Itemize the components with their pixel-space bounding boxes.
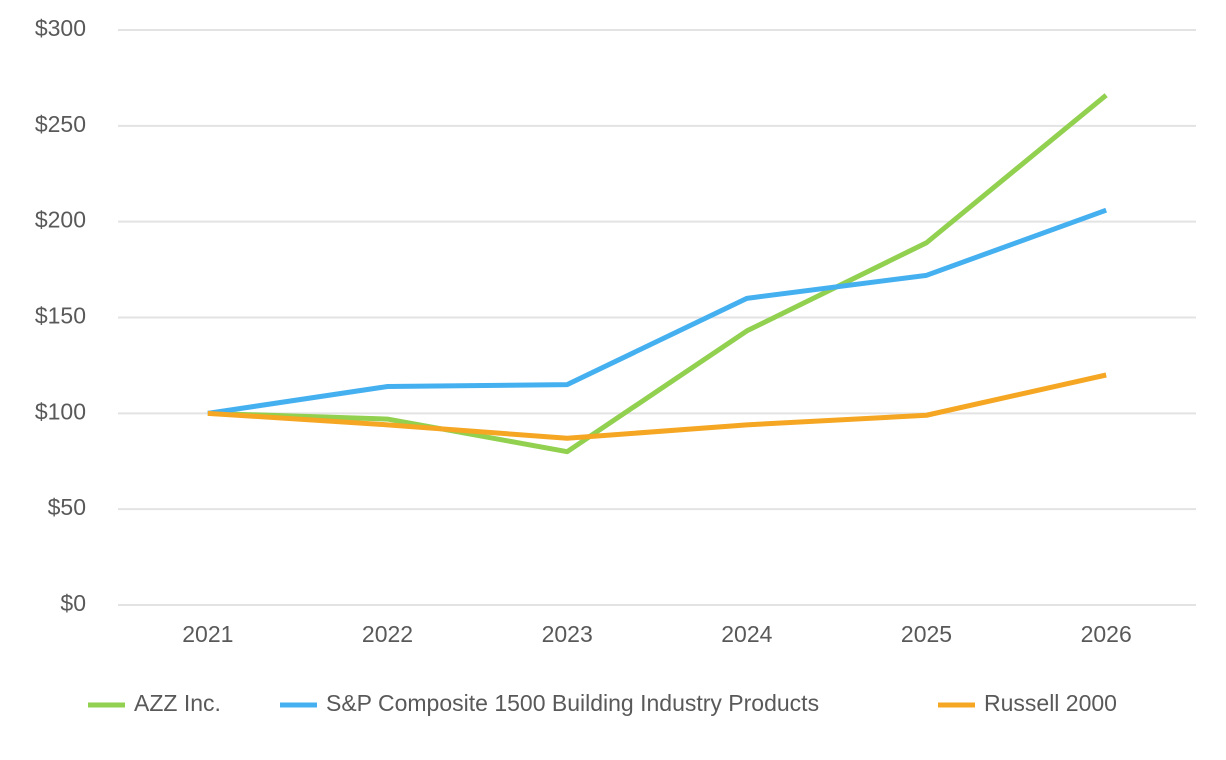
y-tick-label: $100 [35, 398, 86, 424]
x-tick-label: 2025 [901, 621, 952, 647]
y-tick-label: $150 [35, 303, 86, 329]
y-tick-label: $50 [48, 494, 86, 520]
x-tick-label: 2023 [542, 621, 593, 647]
x-tick-label: 2026 [1081, 621, 1132, 647]
y-tick-label: $0 [60, 590, 86, 616]
y-tick-label: $300 [35, 15, 86, 41]
legend-label: Russell 2000 [984, 690, 1117, 716]
legend-label: AZZ Inc. [134, 690, 221, 716]
x-tick-label: 2024 [721, 621, 772, 647]
series-line [207, 207, 1108, 416]
series-line [207, 93, 1108, 455]
legend-label: S&P Composite 1500 Building Industry Pro… [326, 690, 819, 716]
y-tick-label: $250 [35, 111, 86, 137]
x-tick-label: 2021 [182, 621, 233, 647]
series-line [207, 372, 1107, 441]
x-tick-label: 2022 [362, 621, 413, 647]
y-tick-label: $200 [35, 207, 86, 233]
